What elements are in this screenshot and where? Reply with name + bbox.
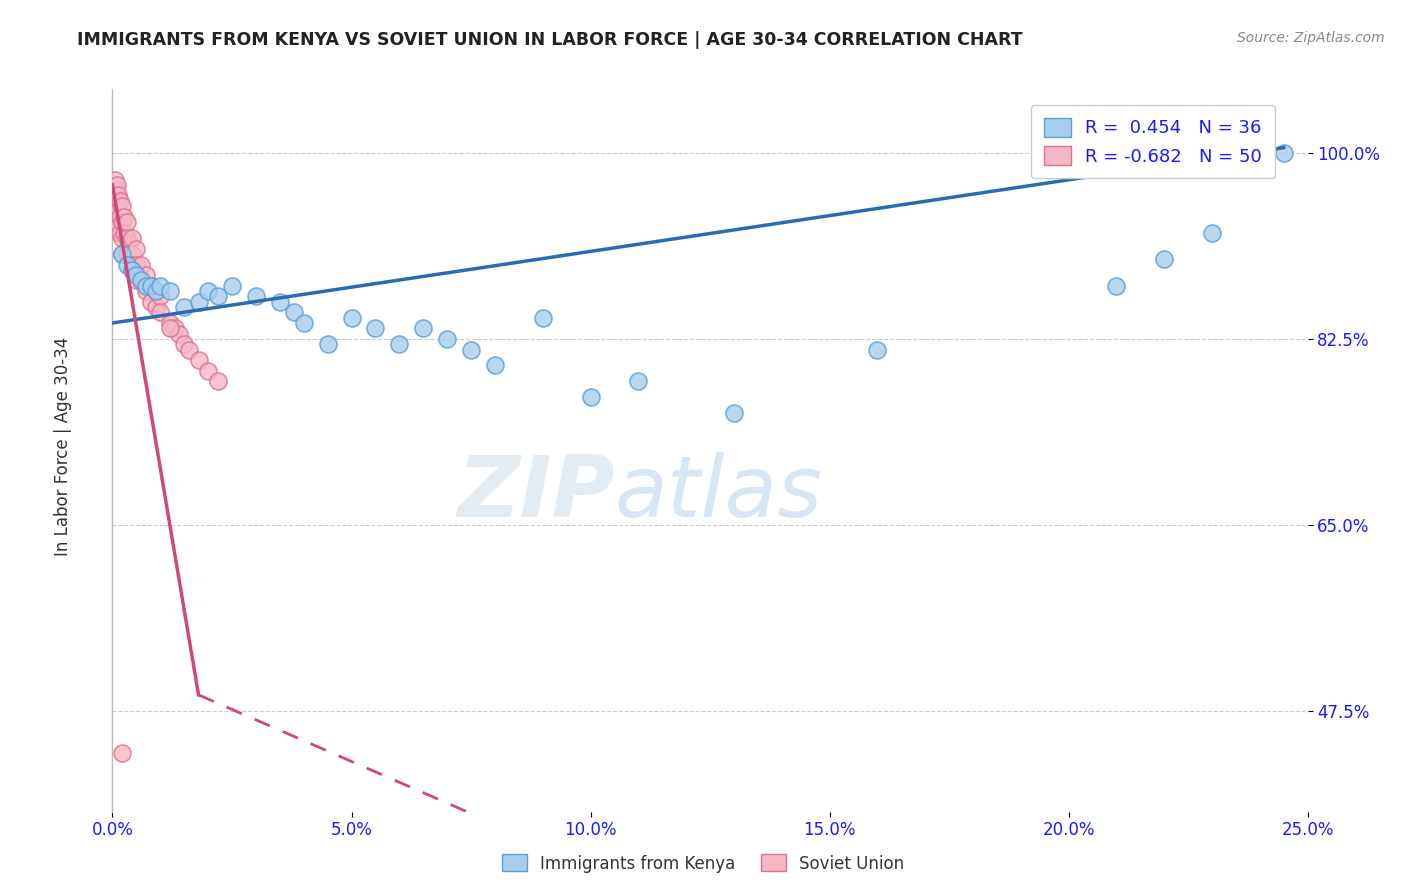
- Point: [207, 375, 229, 389]
- Point: [129, 258, 152, 272]
- Point: [107, 204, 129, 219]
- Point: [316, 337, 339, 351]
- Point: [187, 294, 209, 309]
- Point: [114, 226, 135, 240]
- Point: [159, 321, 181, 335]
- Point: [187, 353, 209, 368]
- Point: [139, 278, 162, 293]
- Point: [531, 310, 554, 325]
- Point: [135, 268, 157, 282]
- Point: [149, 305, 172, 319]
- Point: [125, 242, 148, 256]
- Point: [108, 226, 131, 240]
- Point: [111, 746, 134, 760]
- Point: [169, 326, 191, 341]
- Point: [221, 278, 243, 293]
- Point: [121, 247, 143, 261]
- Point: [135, 284, 157, 298]
- Point: [579, 390, 602, 404]
- Point: [388, 337, 411, 351]
- Point: [340, 310, 363, 325]
- Point: [412, 321, 434, 335]
- Point: [163, 321, 186, 335]
- Point: [129, 273, 152, 287]
- Point: [107, 188, 129, 202]
- Point: [283, 305, 305, 319]
- Point: [105, 194, 128, 208]
- Point: [105, 183, 128, 197]
- Point: [197, 364, 219, 378]
- Point: [364, 321, 387, 335]
- Point: [111, 247, 134, 261]
- Point: [173, 337, 195, 351]
- Point: [125, 258, 148, 272]
- Legend: R =  0.454   N = 36, R = -0.682   N = 50: R = 0.454 N = 36, R = -0.682 N = 50: [1031, 105, 1275, 178]
- Point: [149, 278, 172, 293]
- Point: [125, 268, 148, 282]
- Point: [627, 375, 650, 389]
- Point: [121, 231, 143, 245]
- Point: [107, 220, 129, 235]
- Legend: Immigrants from Kenya, Soviet Union: Immigrants from Kenya, Soviet Union: [495, 847, 911, 880]
- Point: [115, 231, 138, 245]
- Point: [105, 199, 128, 213]
- Point: [125, 273, 148, 287]
- Point: [460, 343, 482, 357]
- Point: [145, 300, 167, 314]
- Point: [111, 231, 134, 245]
- Text: In Labor Force | Age 30-34: In Labor Force | Age 30-34: [55, 336, 72, 556]
- Point: [484, 359, 506, 373]
- Point: [104, 172, 127, 186]
- Point: [139, 294, 162, 309]
- Point: [105, 178, 128, 192]
- Point: [115, 215, 138, 229]
- Point: [111, 215, 134, 229]
- Point: [1153, 252, 1175, 267]
- Point: [111, 247, 134, 261]
- Point: [118, 236, 141, 251]
- Point: [1105, 278, 1128, 293]
- Point: [104, 204, 127, 219]
- Point: [114, 210, 135, 224]
- Point: [145, 284, 167, 298]
- Text: Source: ZipAtlas.com: Source: ZipAtlas.com: [1237, 31, 1385, 45]
- Point: [292, 316, 315, 330]
- Point: [105, 210, 128, 224]
- Point: [149, 289, 172, 303]
- Point: [866, 343, 889, 357]
- Point: [207, 289, 229, 303]
- Text: ZIP: ZIP: [457, 452, 614, 535]
- Point: [723, 406, 745, 420]
- Point: [177, 343, 200, 357]
- Point: [1201, 226, 1223, 240]
- Point: [269, 294, 291, 309]
- Point: [135, 278, 157, 293]
- Point: [121, 263, 143, 277]
- Point: [115, 247, 138, 261]
- Point: [159, 316, 181, 330]
- Point: [115, 258, 138, 272]
- Point: [436, 332, 458, 346]
- Text: IMMIGRANTS FROM KENYA VS SOVIET UNION IN LABOR FORCE | AGE 30-34 CORRELATION CHA: IMMIGRANTS FROM KENYA VS SOVIET UNION IN…: [77, 31, 1024, 49]
- Point: [104, 188, 127, 202]
- Point: [159, 284, 181, 298]
- Text: atlas: atlas: [614, 452, 823, 535]
- Point: [111, 199, 134, 213]
- Point: [129, 273, 152, 287]
- Point: [245, 289, 267, 303]
- Point: [121, 263, 143, 277]
- Point: [173, 300, 195, 314]
- Point: [139, 278, 162, 293]
- Point: [145, 284, 167, 298]
- Point: [1272, 145, 1295, 160]
- Point: [108, 210, 131, 224]
- Point: [108, 194, 131, 208]
- Point: [197, 284, 219, 298]
